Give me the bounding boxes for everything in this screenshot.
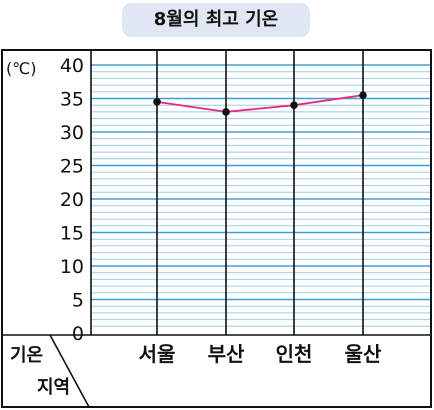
chart-title-box: 8월의 최고 기온 bbox=[122, 3, 310, 37]
data-point bbox=[359, 91, 367, 99]
data-point bbox=[222, 108, 230, 116]
y-tick-label: 30 bbox=[60, 122, 84, 144]
major-gridlines bbox=[91, 64, 431, 301]
x-tick-label: 서울 bbox=[139, 342, 176, 366]
data-point bbox=[153, 98, 161, 106]
outer-border bbox=[1, 49, 432, 408]
chart-frame bbox=[1, 49, 432, 408]
chart-title: 8월의 최고 기온 bbox=[153, 9, 279, 30]
y-tick-labels: 0 5 10 15 20 25 30 35 40 bbox=[60, 55, 84, 345]
y-axis-unit-label: (℃) bbox=[6, 59, 36, 78]
series-polyline bbox=[156, 94, 364, 113]
data-point bbox=[290, 101, 298, 109]
y-tick-label: 10 bbox=[60, 256, 84, 278]
y-tick-label: 40 bbox=[60, 55, 84, 77]
y-tick-label: 35 bbox=[60, 89, 84, 111]
y-tick-label: 25 bbox=[60, 156, 84, 178]
minor-gridlines bbox=[91, 71, 431, 327]
x-tick-label: 울산 bbox=[345, 342, 382, 366]
corner-label-temperature: 기온 bbox=[10, 345, 43, 366]
corner-diagonal bbox=[49, 334, 90, 408]
y-tick-label: 0 bbox=[72, 323, 84, 345]
x-tick-labels: 서울 부산 인천 울산 bbox=[139, 342, 382, 366]
y-tick-label: 20 bbox=[60, 189, 84, 211]
data-points bbox=[153, 91, 367, 116]
x-tick-label: 인천 bbox=[276, 342, 313, 366]
corner-label-region: 지역 bbox=[37, 377, 70, 398]
y-tick-label: 5 bbox=[72, 290, 84, 312]
x-tick-label: 부산 bbox=[208, 342, 245, 366]
series-line bbox=[156, 94, 364, 113]
y-tick-label: 15 bbox=[60, 223, 84, 245]
